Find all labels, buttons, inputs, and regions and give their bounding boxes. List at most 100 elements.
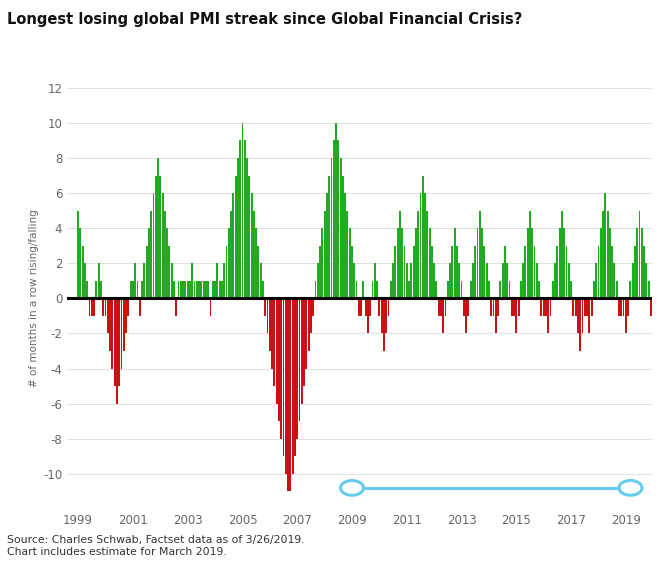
Bar [597,246,599,298]
Bar [486,263,488,298]
Bar [151,211,152,298]
Bar [82,246,83,298]
Bar [534,246,536,298]
Bar [116,298,118,404]
Bar [237,158,239,298]
Bar [447,281,449,298]
Bar [253,211,255,298]
Bar [205,281,207,298]
Bar [353,263,355,298]
Bar [483,246,485,298]
Bar [536,263,538,298]
Bar [324,211,325,298]
Bar [136,281,138,298]
Bar [636,228,638,298]
Bar [524,246,526,298]
Bar [602,211,604,298]
Bar [422,176,423,298]
Bar [511,298,513,316]
Bar [212,281,214,298]
Bar [659,281,661,298]
Bar [630,281,631,298]
Bar [527,228,529,298]
Bar [317,263,319,298]
Bar [370,298,371,316]
Bar [404,246,405,298]
Bar [91,298,93,316]
Bar [399,211,401,298]
Bar [177,281,179,298]
Bar [283,298,284,456]
Bar [600,228,601,298]
Bar [185,281,186,298]
Bar [86,281,88,298]
Bar [426,211,428,298]
Bar [616,281,618,298]
Bar [251,193,253,298]
Bar [411,263,412,298]
Bar [558,228,560,298]
Bar [244,140,246,298]
Bar [657,298,659,316]
Bar [479,211,480,298]
Bar [314,281,317,298]
Bar [491,298,492,316]
Bar [230,211,232,298]
Bar [634,246,636,298]
Bar [472,263,474,298]
Bar [321,228,323,298]
Bar [214,281,216,298]
Bar [203,281,204,298]
Bar [347,211,348,298]
Bar [255,228,257,298]
Bar [157,158,159,298]
Bar [570,281,572,298]
Bar [638,211,640,298]
Bar [342,176,344,298]
Bar [614,263,616,298]
Bar [132,281,134,298]
Text: Source: Charles Schwab, Factset data as of 3/26/2019.
Chart includes estimate fo: Source: Charles Schwab, Factset data as … [7,535,304,557]
Bar [648,281,650,298]
Bar [189,281,191,298]
Bar [671,228,672,298]
Bar [666,228,668,298]
Bar [641,228,642,298]
Bar [653,298,654,316]
Bar [575,298,577,316]
Bar [210,298,212,316]
Bar [522,263,524,298]
Bar [221,281,223,298]
Bar [376,281,378,298]
Bar [392,263,394,298]
Bar [175,298,177,316]
Bar [326,193,328,298]
Bar [331,158,333,298]
Bar [435,281,437,298]
Bar [246,158,248,298]
Bar [429,228,431,298]
Bar [125,298,127,333]
Bar [235,176,237,298]
Bar [543,298,544,316]
Bar [540,298,542,316]
Bar [194,281,196,298]
Text: Longest losing global PMI streak since Global Financial Crisis?: Longest losing global PMI streak since G… [7,12,522,27]
Bar [310,298,312,333]
Bar [264,298,266,316]
Bar [581,298,583,333]
Bar [607,211,609,298]
Circle shape [619,480,642,495]
Bar [437,298,439,316]
Bar [148,228,150,298]
Bar [561,211,563,298]
Bar [358,298,360,316]
Bar [460,281,462,298]
Bar [169,246,171,298]
Bar [499,281,501,298]
Bar [109,298,111,351]
Bar [556,246,558,298]
Bar [298,298,300,421]
Bar [180,281,182,298]
Y-axis label: # of months in a row rising/falling: # of months in a row rising/falling [29,209,39,387]
